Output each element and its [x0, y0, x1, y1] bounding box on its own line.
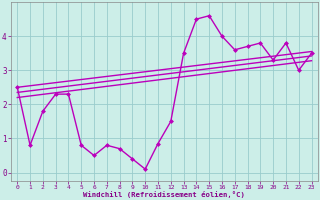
X-axis label: Windchill (Refroidissement éolien,°C): Windchill (Refroidissement éolien,°C)	[84, 191, 245, 198]
